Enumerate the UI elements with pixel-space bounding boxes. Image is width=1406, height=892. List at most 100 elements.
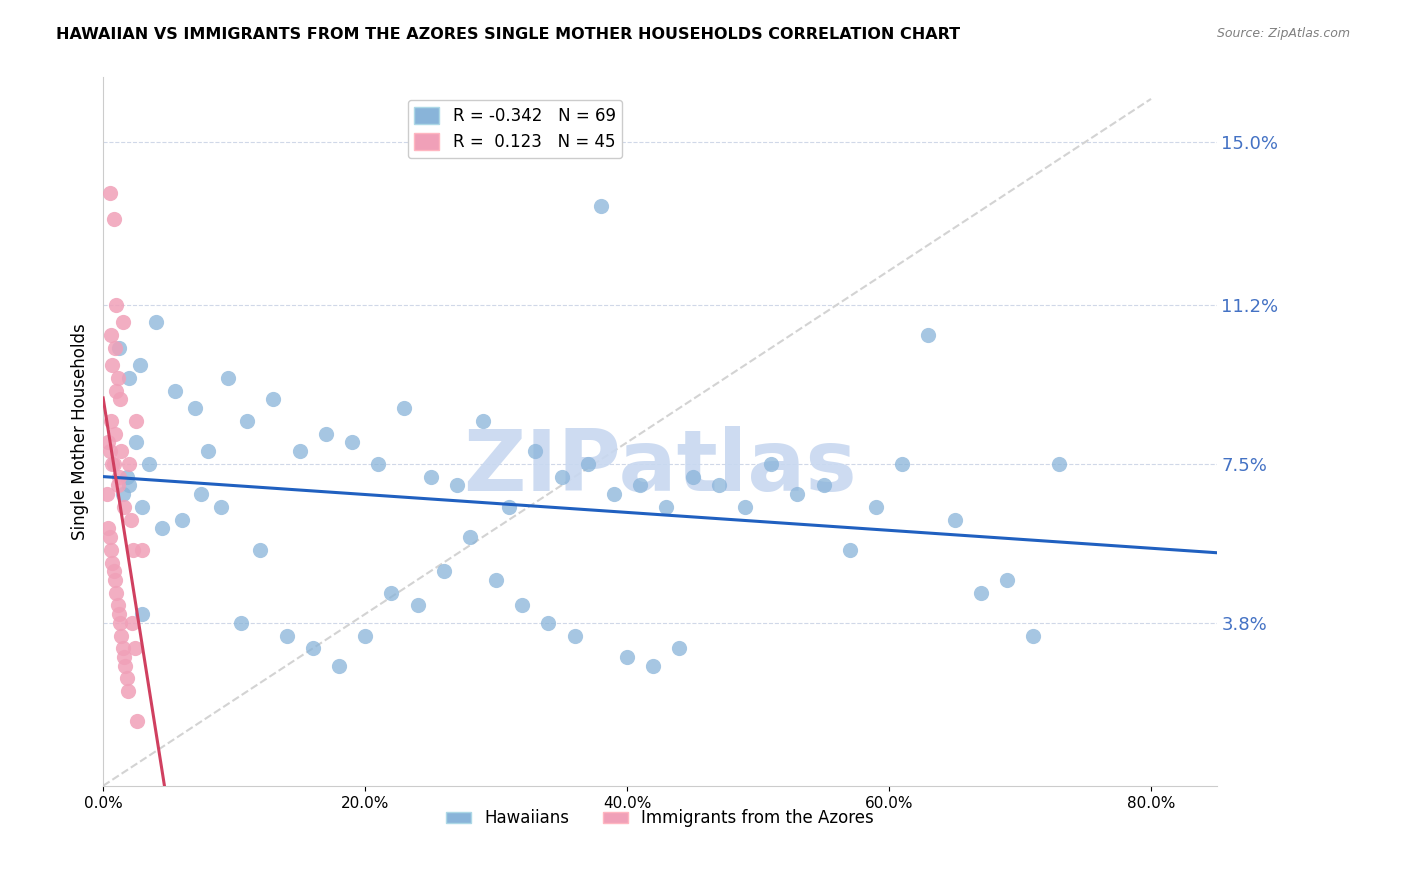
Point	[315, 426, 337, 441]
Point	[96, 487, 118, 501]
Point	[184, 401, 207, 415]
Point	[97, 435, 120, 450]
Point	[217, 371, 239, 385]
Point	[104, 341, 127, 355]
Text: HAWAIIAN VS IMMIGRANTS FROM THE AZORES SINGLE MOTHER HOUSEHOLDS CORRELATION CHAR: HAWAIIAN VS IMMIGRANTS FROM THE AZORES S…	[56, 27, 960, 42]
Point	[103, 564, 125, 578]
Point	[105, 298, 128, 312]
Point	[589, 199, 612, 213]
Point	[125, 435, 148, 450]
Point	[759, 457, 782, 471]
Point	[813, 478, 835, 492]
Point	[108, 615, 131, 630]
Point	[104, 573, 127, 587]
Point	[249, 542, 271, 557]
Point	[328, 658, 350, 673]
Point	[970, 585, 993, 599]
Point	[262, 392, 284, 407]
Point	[190, 487, 212, 501]
Point	[107, 599, 129, 613]
Point	[118, 457, 141, 471]
Point	[340, 435, 363, 450]
Point	[236, 414, 259, 428]
Point	[111, 315, 134, 329]
Point	[101, 556, 124, 570]
Point	[707, 478, 730, 492]
Point	[891, 457, 914, 471]
Point	[122, 542, 145, 557]
Point	[229, 615, 252, 630]
Point	[276, 628, 298, 642]
Point	[472, 414, 495, 428]
Point	[98, 530, 121, 544]
Point	[111, 487, 134, 501]
Point	[110, 444, 132, 458]
Point	[576, 457, 599, 471]
Point	[498, 500, 520, 514]
Point	[111, 641, 134, 656]
Point	[124, 641, 146, 656]
Point	[112, 500, 135, 514]
Point	[643, 658, 665, 673]
Point	[100, 414, 122, 428]
Point	[524, 444, 547, 458]
Point	[917, 328, 939, 343]
Point	[380, 585, 402, 599]
Point	[394, 401, 416, 415]
Point	[655, 500, 678, 514]
Legend: Hawaiians, Immigrants from the Azores: Hawaiians, Immigrants from the Azores	[439, 803, 880, 834]
Point	[628, 478, 651, 492]
Point	[616, 650, 638, 665]
Point	[301, 641, 323, 656]
Point	[118, 478, 141, 492]
Point	[125, 414, 148, 428]
Point	[1022, 628, 1045, 642]
Point	[112, 650, 135, 665]
Point	[433, 564, 456, 578]
Point	[98, 444, 121, 458]
Point	[105, 384, 128, 398]
Point	[107, 371, 129, 385]
Point	[100, 328, 122, 343]
Point	[165, 384, 187, 398]
Point	[131, 500, 153, 514]
Point	[103, 457, 125, 471]
Point	[100, 542, 122, 557]
Point	[603, 487, 626, 501]
Point	[446, 478, 468, 492]
Point	[128, 358, 150, 372]
Point	[510, 599, 533, 613]
Point	[110, 628, 132, 642]
Point	[131, 542, 153, 557]
Point	[354, 628, 377, 642]
Point	[197, 444, 219, 458]
Point	[537, 615, 560, 630]
Point	[117, 684, 139, 698]
Point	[668, 641, 690, 656]
Point	[406, 599, 429, 613]
Point	[98, 186, 121, 201]
Point	[131, 607, 153, 621]
Point	[1047, 457, 1070, 471]
Point	[943, 513, 966, 527]
Point	[103, 212, 125, 227]
Point	[115, 469, 138, 483]
Point	[682, 469, 704, 483]
Point	[419, 469, 441, 483]
Point	[734, 500, 756, 514]
Point	[288, 444, 311, 458]
Point	[865, 500, 887, 514]
Point	[121, 615, 143, 630]
Point	[104, 426, 127, 441]
Point	[108, 341, 131, 355]
Point	[838, 542, 860, 557]
Point	[485, 573, 508, 587]
Point	[127, 714, 149, 729]
Point	[114, 658, 136, 673]
Point	[107, 478, 129, 492]
Point	[101, 358, 124, 372]
Text: Source: ZipAtlas.com: Source: ZipAtlas.com	[1216, 27, 1350, 40]
Point	[138, 457, 160, 471]
Point	[458, 530, 481, 544]
Point	[995, 573, 1018, 587]
